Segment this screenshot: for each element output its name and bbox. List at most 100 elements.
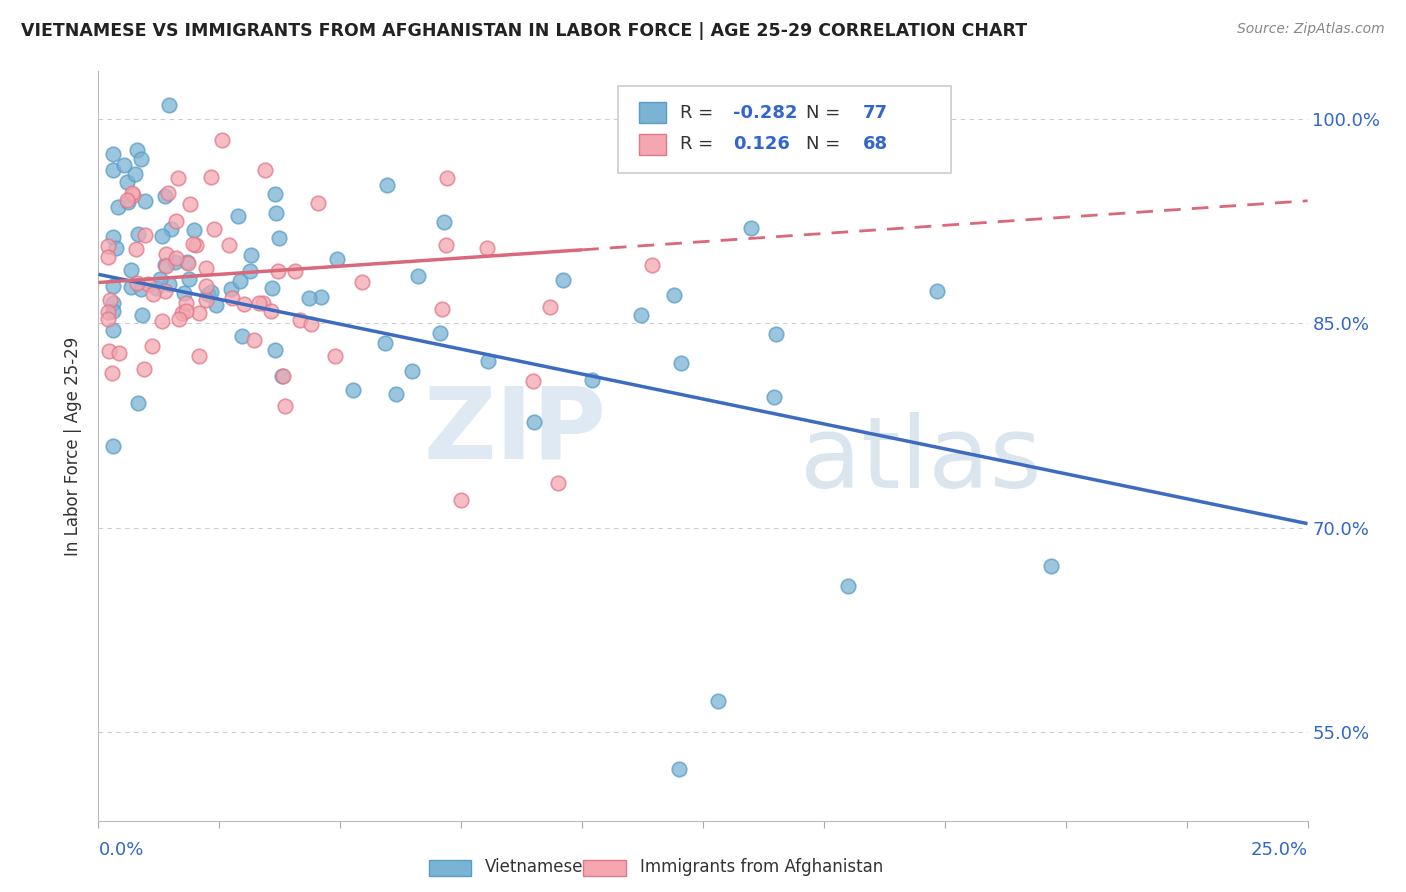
- Point: [706, 694, 728, 708]
- Point: [477, 354, 499, 368]
- Text: R =: R =: [681, 103, 718, 121]
- Point: [436, 237, 458, 252]
- FancyBboxPatch shape: [619, 87, 950, 172]
- Point: [260, 304, 283, 318]
- Point: [202, 222, 225, 236]
- Point: [132, 362, 155, 376]
- Text: 68: 68: [863, 135, 887, 153]
- Point: [211, 133, 233, 147]
- Point: [186, 237, 208, 252]
- Point: [179, 197, 201, 211]
- Point: [270, 368, 292, 383]
- Point: [101, 147, 124, 161]
- Point: [299, 318, 322, 332]
- Point: [283, 264, 305, 278]
- Point: [157, 277, 180, 291]
- Point: [156, 186, 179, 200]
- Point: [159, 222, 181, 236]
- Point: [101, 367, 124, 381]
- Point: [97, 239, 120, 253]
- Point: [98, 293, 121, 307]
- Point: [121, 186, 143, 200]
- Point: [765, 327, 787, 342]
- Point: [155, 189, 177, 203]
- Point: [311, 290, 333, 304]
- Point: [145, 281, 167, 295]
- Point: [188, 306, 211, 320]
- Point: [229, 274, 252, 288]
- Bar: [638, 102, 665, 123]
- Point: [155, 259, 177, 273]
- Point: [176, 256, 198, 270]
- Point: [120, 263, 142, 277]
- Point: [103, 304, 125, 318]
- Point: [108, 346, 131, 360]
- Point: [669, 356, 692, 370]
- Point: [97, 250, 120, 264]
- Point: [231, 328, 253, 343]
- Point: [260, 281, 283, 295]
- Point: [188, 349, 211, 363]
- Point: [101, 439, 124, 453]
- Point: [226, 209, 249, 223]
- Y-axis label: In Labor Force | Age 25-29: In Labor Force | Age 25-29: [65, 336, 83, 556]
- Point: [173, 286, 195, 301]
- Point: [101, 323, 124, 337]
- Point: [247, 296, 270, 310]
- Point: [165, 251, 187, 265]
- Point: [551, 273, 574, 287]
- Point: [925, 285, 948, 299]
- Point: [153, 284, 176, 298]
- Point: [105, 241, 128, 255]
- Text: Immigrants from Afghanistan: Immigrants from Afghanistan: [640, 858, 883, 876]
- Point: [98, 344, 121, 359]
- Text: 77: 77: [863, 103, 887, 121]
- Point: [127, 144, 149, 158]
- Point: [547, 475, 569, 490]
- Point: [127, 396, 149, 410]
- Point: [263, 343, 285, 358]
- Point: [254, 163, 277, 178]
- Point: [429, 326, 451, 340]
- Point: [157, 98, 180, 112]
- Point: [375, 178, 398, 192]
- Point: [221, 291, 243, 305]
- Point: [127, 277, 149, 291]
- Text: 25.0%: 25.0%: [1250, 841, 1308, 859]
- Point: [233, 296, 256, 310]
- Point: [837, 579, 859, 593]
- Text: R =: R =: [681, 135, 718, 153]
- Point: [134, 227, 156, 242]
- Point: [581, 373, 603, 387]
- Point: [97, 312, 120, 326]
- Point: [436, 171, 458, 186]
- Point: [740, 220, 762, 235]
- Point: [129, 282, 152, 296]
- Text: ZIP: ZIP: [423, 383, 606, 480]
- Point: [307, 195, 329, 210]
- Point: [523, 415, 546, 429]
- Point: [155, 247, 177, 261]
- Point: [149, 272, 172, 286]
- Point: [194, 260, 217, 275]
- Point: [129, 152, 152, 166]
- Point: [406, 269, 429, 284]
- Point: [200, 285, 222, 300]
- Point: [630, 308, 652, 322]
- Point: [134, 194, 156, 209]
- Point: [219, 282, 242, 296]
- Point: [641, 258, 664, 272]
- Point: [117, 194, 139, 209]
- Point: [107, 200, 129, 214]
- Point: [141, 339, 163, 353]
- Point: [239, 264, 262, 278]
- Text: Source: ZipAtlas.com: Source: ZipAtlas.com: [1237, 22, 1385, 37]
- Point: [101, 229, 124, 244]
- Point: [668, 762, 690, 776]
- Point: [117, 175, 139, 189]
- Point: [195, 279, 218, 293]
- Point: [297, 291, 319, 305]
- Point: [179, 271, 201, 285]
- Point: [1040, 558, 1063, 573]
- Point: [124, 167, 146, 181]
